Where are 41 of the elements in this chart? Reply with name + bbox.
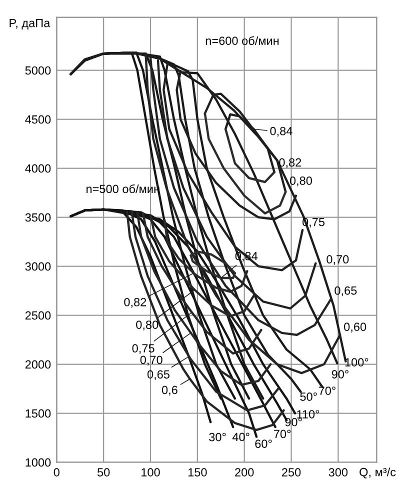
y-tick-label: 1000 (26, 458, 51, 467)
annotation: 30° (209, 432, 226, 442)
y-tick-label: 2500 (25, 311, 51, 320)
annotation: 0,6 (162, 386, 178, 396)
x-tick-label: 150 (188, 468, 207, 476)
annotation: 0,70 (140, 356, 162, 366)
annotation: 0,60 (344, 322, 366, 332)
x-tick-label: 100 (142, 468, 160, 476)
x-tick-label: 200 (235, 468, 254, 476)
x-tick-label: 250 (282, 468, 301, 476)
annotation: 0,80 (290, 176, 312, 186)
y-tick-label: 4500 (25, 115, 51, 124)
annotation: 50° (300, 392, 317, 401)
y-tick-label: 2000 (25, 360, 51, 369)
annotation: 100° (345, 358, 368, 367)
y-tick-label: 3000 (25, 262, 51, 271)
annotation: 0,84 (270, 126, 292, 137)
annotation: 0,70 (326, 255, 349, 265)
y-tick-label: 1500 (26, 409, 51, 418)
annotation: 60° (255, 440, 272, 448)
annotation: 90° (332, 370, 348, 378)
annotation: 70° (274, 430, 291, 438)
x-tick-label: 0 (54, 468, 60, 476)
x-tick-label: 50 (97, 468, 110, 476)
annotation: 0,65 (147, 370, 170, 380)
annotation: 0,82 (279, 158, 302, 168)
x-tick-label: 300 (328, 468, 348, 476)
annotation: 70° (318, 386, 336, 395)
annotation: 0,75 (132, 344, 154, 354)
annotation: 0,82 (124, 298, 146, 308)
annotation: 40° (232, 432, 250, 442)
y-tick-label: 4000 (25, 164, 51, 173)
annotation: 0,80 (136, 320, 158, 330)
y-tick-label: 5000 (25, 66, 51, 75)
y-axis-title: P, даПа (10, 18, 50, 30)
annotation: 90° (285, 418, 302, 426)
annotation: 110° (297, 410, 320, 418)
annotation: 0,65 (334, 286, 357, 296)
x-axis-title: Q, м³/с (360, 468, 396, 478)
y-tick-label: 3500 (25, 213, 51, 222)
annotation: n=600 об/мин (206, 36, 279, 45)
